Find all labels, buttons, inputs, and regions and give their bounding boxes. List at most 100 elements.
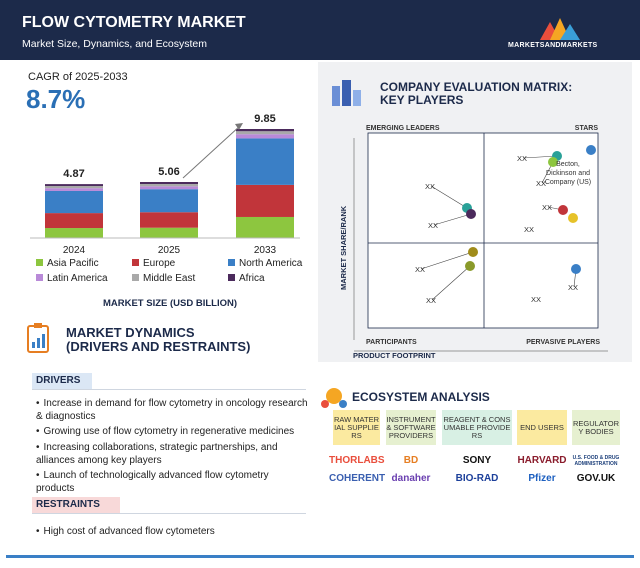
cagr-value: 8.7% [26, 84, 86, 114]
bar-segment [45, 213, 103, 229]
legend-label: Africa [239, 273, 265, 284]
market-size-chart: 4.87 2024 5.06 2025 9.85 2033 Asia Pacific Euro… [30, 113, 303, 309]
player-label: XX [568, 283, 578, 292]
footer-rule [6, 555, 634, 558]
player-bubble [465, 261, 475, 271]
matrix-subtitle: KEY PLAYERS [380, 93, 464, 107]
growth-arrowhead [235, 123, 243, 130]
bar-segment [236, 216, 294, 238]
label-leader [420, 251, 474, 270]
legend-label: Asia Pacific [47, 258, 99, 269]
driver-item: Growing use of flow cytometry in regener… [36, 426, 308, 439]
legend-swatch [36, 259, 43, 266]
legend-swatch [228, 259, 235, 266]
x-tick-label: 2024 [63, 245, 86, 256]
restraints-rule [32, 513, 306, 514]
cagr-label: CAGR of 2025-2033 [28, 71, 128, 83]
player-label: XX [517, 154, 527, 163]
player-bubble [586, 145, 596, 155]
bar-segment [236, 138, 294, 185]
ecosystem-logo: HARVARD [517, 455, 567, 466]
bar-segment [140, 227, 198, 238]
dynamics-icon [27, 323, 49, 353]
bar-segment [45, 190, 103, 214]
header-band [0, 0, 640, 60]
player-label: XX [426, 296, 436, 305]
bar-segment [236, 129, 294, 132]
bar-segment [140, 182, 198, 184]
dynamics-subtitle: (DRIVERS AND RESTRAINTS) [66, 339, 251, 354]
legend-swatch [36, 274, 43, 281]
drivers-rule [32, 389, 306, 390]
chart-xlabel: MARKET SIZE (USD BILLION) [103, 298, 237, 309]
ecosystem-logo: U.S. FOOD & DRUG ADMINISTRATION [572, 455, 620, 467]
driver-item: Increase in demand for flow cytometry in… [36, 398, 308, 423]
logo-text: MARKETSANDMARKETS [508, 42, 598, 49]
label-leader [433, 213, 472, 226]
ecosystem-logo: BD [403, 455, 419, 466]
growth-arrow [182, 124, 242, 179]
x-tick-label: 2033 [254, 245, 277, 256]
ecosystem-logo: GOV.UK [576, 473, 616, 484]
legend-label: Europe [143, 258, 176, 269]
evaluation-matrix: EMERGING LEADERS STARS PARTICIPANTS PERVASI… [339, 125, 608, 360]
player-bubble [571, 264, 581, 274]
bar-segment [236, 134, 294, 139]
bar-segment [45, 188, 103, 191]
bar-total-label: 5.06 [158, 166, 179, 178]
ecosystem-logo: THORLABS [329, 455, 385, 466]
player-bubble [548, 157, 558, 167]
bar-segment [45, 228, 103, 238]
player-bubble [466, 209, 476, 219]
bar-segment [45, 185, 103, 189]
player-bubble [468, 247, 478, 257]
matrix-x-label: PRODUCT FOOTPRINT [353, 351, 436, 360]
player-label: XX [536, 179, 546, 188]
legend-swatch [132, 259, 139, 266]
quadrant-label: PERVASIVE PLAYERS [526, 339, 600, 346]
legend-label: Middle East [143, 273, 195, 284]
player-label: XX [531, 295, 541, 304]
highlight-label: Becton, Dickinson and Company (US) [545, 161, 591, 186]
player-label: XX [542, 203, 552, 212]
restraint-item: High cost of advanced flow cytometers [36, 526, 308, 539]
bar-segment [140, 183, 198, 187]
player-label: XX [428, 221, 438, 230]
ecosystem-logo: BIO-RAD [455, 473, 499, 484]
bar-segment [140, 189, 198, 213]
bar-segment [45, 184, 103, 186]
header-subtitle: Market Size, Dynamics, and Ecosystem [22, 38, 207, 50]
legend-label: North America [239, 258, 303, 269]
legend-swatch [132, 274, 139, 281]
ecosystem-logo: Pfizer [528, 473, 556, 484]
player-label: XX [524, 225, 534, 234]
player-bubble [568, 213, 578, 223]
player-label: XX [425, 182, 435, 191]
driver-item: Launch of technologically advanced flow … [36, 470, 308, 495]
legend-label: Latin America [47, 273, 108, 284]
label-leader [522, 155, 558, 159]
bar-segment [236, 184, 294, 217]
label-leader [430, 185, 468, 209]
bar-total-label: 4.87 [63, 168, 84, 180]
matrix-frame [367, 132, 599, 329]
x-tick-label: 2025 [158, 245, 181, 256]
quadrant-label: EMERGING LEADERS [366, 125, 440, 132]
restraints-tab: RESTRAINTS [32, 497, 120, 513]
driver-item: Increasing collaborations, strategic par… [36, 442, 308, 467]
matrix-y-label: MARKET SHARE/RANK [339, 205, 348, 290]
quadrant-label: STARS [575, 125, 599, 132]
ecosystem-logo: danaher [391, 473, 431, 484]
ecosystem-logo: COHERENT [329, 473, 386, 484]
ecosystem-icon [321, 388, 347, 408]
ecosystem-logo: SONY [462, 455, 492, 466]
bar-segment [140, 212, 198, 228]
matrix-icon [332, 80, 361, 106]
header-title: FLOW CYTOMETRY MARKET [22, 14, 246, 31]
bar-segment [236, 131, 294, 135]
matrix-title: COMPANY EVALUATION MATRIX: [380, 80, 573, 94]
dynamics-title: MARKET DYNAMICS [66, 325, 195, 340]
player-label: XX [415, 265, 425, 274]
bar-segment [140, 186, 198, 190]
